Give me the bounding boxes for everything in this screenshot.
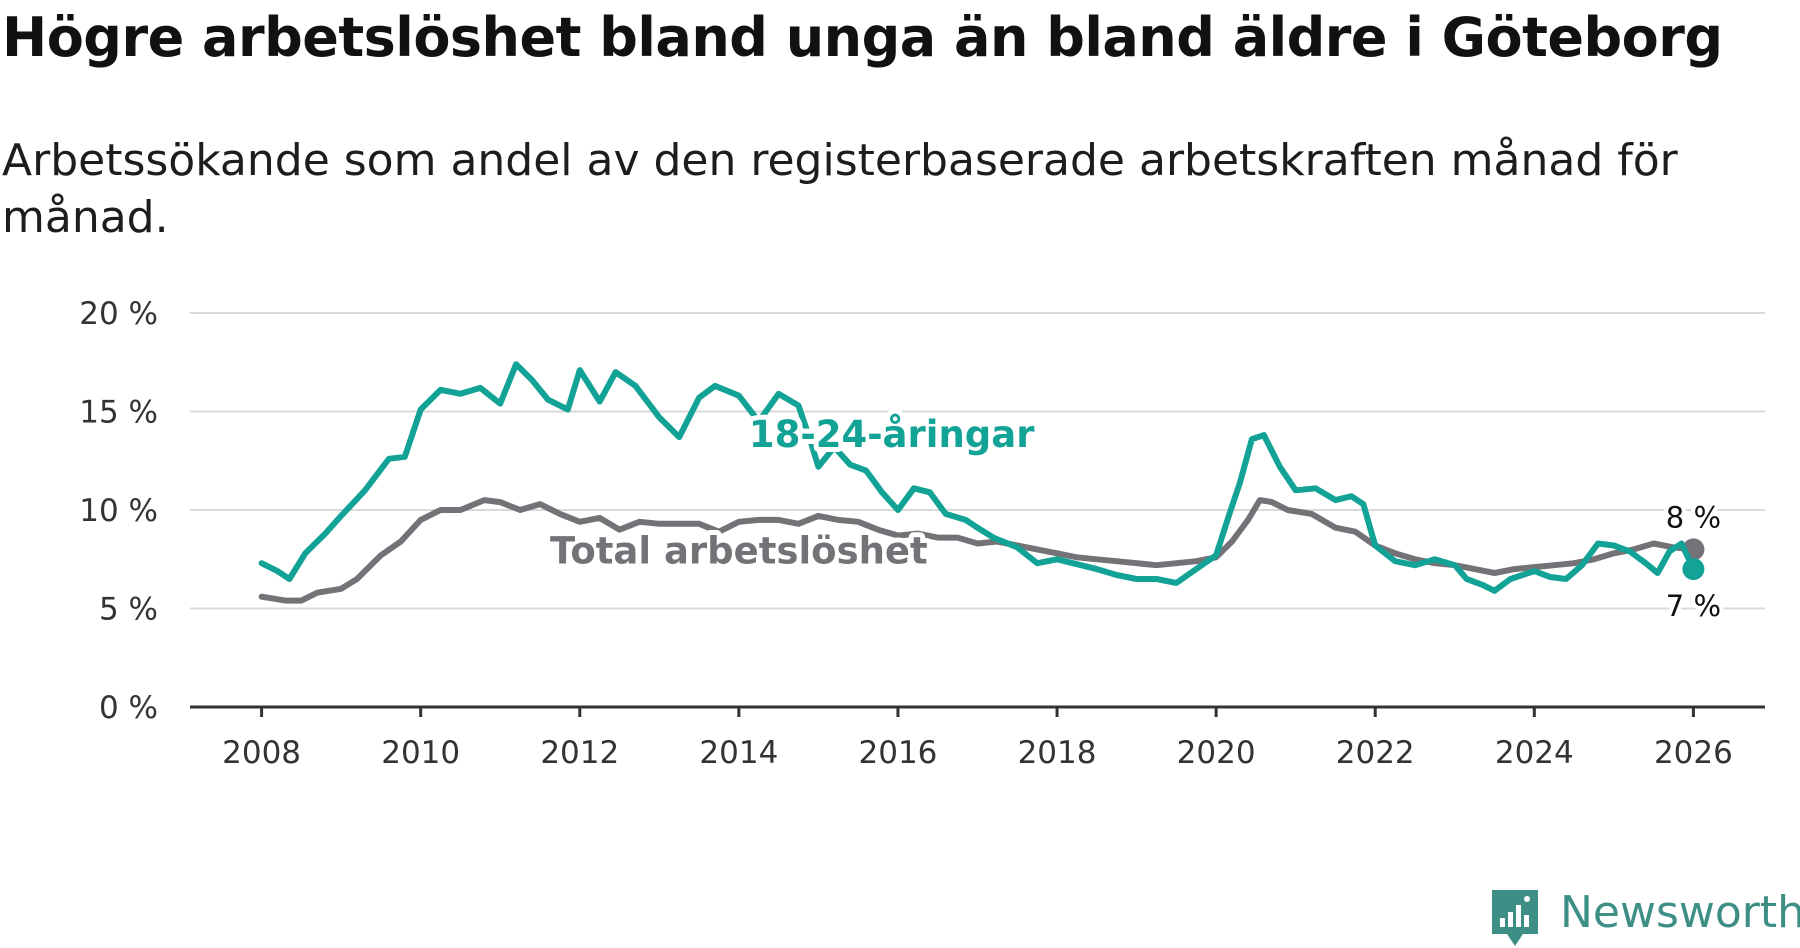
series-labels: Total arbetslöshet 18-24-åringar 8 % 7 %: [545, 408, 1725, 627]
newsworthy-logo-icon: [1492, 890, 1538, 946]
brand-name: Newsworthy: [1560, 887, 1800, 938]
axes: 0 % 5 % 10 % 15 % 20 % 2008 2010 2012 2014 2016 20…: [79, 296, 1765, 771]
y-tick-label: 20 %: [79, 296, 158, 332]
gridlines: [190, 312, 1765, 610]
x-tick-label: 2018: [1018, 735, 1097, 771]
x-tick-label: 2024: [1495, 735, 1574, 771]
y-tick-label: 0 %: [99, 690, 158, 726]
x-tick-label: 2016: [859, 735, 938, 771]
x-tick-label: 2014: [699, 735, 778, 771]
x-tick-label: 2012: [540, 735, 619, 771]
chart-subtitle: Arbetssökande som andel av den registerb…: [2, 135, 1678, 243]
y-tick-label: 5 %: [99, 592, 158, 628]
x-tick-label: 2022: [1336, 735, 1415, 771]
end-value-label-total: 8 %: [1666, 500, 1721, 534]
chart-title: Högre arbetslöshet bland unga än bland ä…: [2, 6, 1723, 69]
x-tick-label: 2010: [381, 735, 460, 771]
y-tick-label: 15 %: [79, 395, 158, 431]
series-line-youth: [258, 361, 1697, 594]
x-tick-label: 2026: [1654, 735, 1733, 771]
series-label-total: Total arbetslöshet: [550, 529, 928, 572]
y-tick-label: 10 %: [79, 493, 158, 529]
series-lines: [258, 361, 1705, 604]
series-label-youth: 18-24-åringar: [749, 413, 1035, 456]
series-endpoint-youth: [1682, 558, 1705, 581]
x-tick-label: 2020: [1177, 735, 1256, 771]
end-value-label-youth: 7 %: [1666, 589, 1721, 623]
x-tick-label: 2008: [222, 735, 301, 771]
